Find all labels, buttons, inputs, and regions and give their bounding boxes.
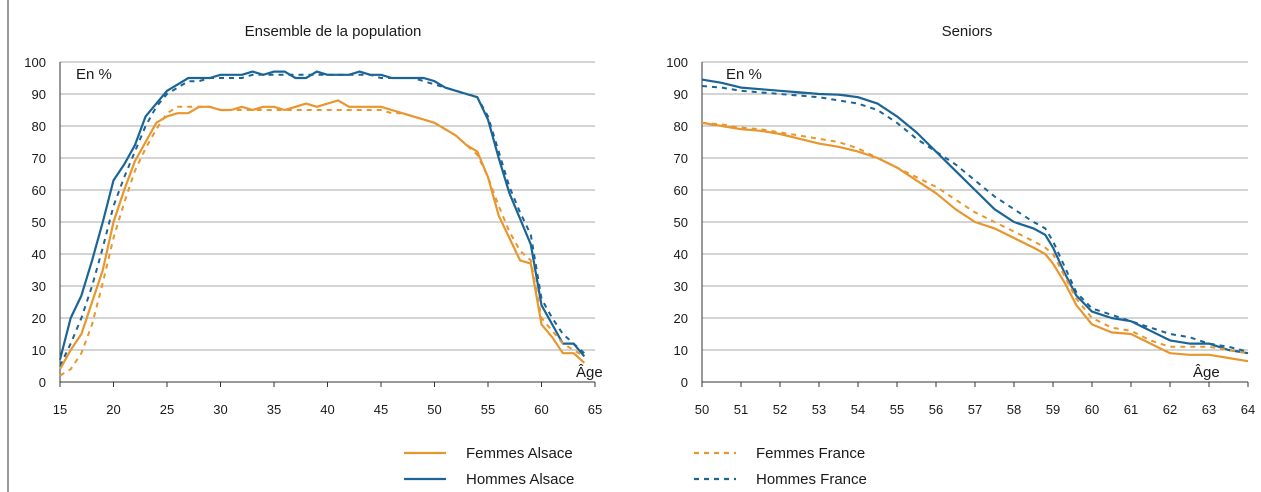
x-tick-label-54: 54 — [851, 402, 865, 417]
chart-title: Ensemble de la population — [245, 23, 422, 40]
y-tick-label-90: 90 — [674, 87, 688, 102]
y-tick-label-30: 30 — [32, 279, 46, 294]
y-tick-label-70: 70 — [32, 151, 46, 166]
series-line-femmes-france — [701, 121, 1249, 355]
x-tick-label-62: 62 — [1163, 402, 1177, 417]
y-tick-label-20: 20 — [674, 311, 688, 326]
y-axis-label: En % — [76, 66, 112, 83]
panel-seniors: Seniors 0 10 20 30 40 50 60 70 80 90 100 50 51 52 53 54 5… — [666, 23, 1255, 417]
y-tick-label-60: 60 — [32, 183, 46, 198]
legend-label: Hommes France — [756, 471, 867, 488]
y-tick-label-10: 10 — [674, 343, 688, 358]
chart-title: Seniors — [942, 23, 993, 40]
series-line-femmes-alsace — [59, 99, 586, 370]
legend-item-femmes-alsace: Femmes Alsace — [404, 445, 573, 462]
series-line-hommes-alsace — [701, 78, 1249, 355]
y-tick-label-0: 0 — [681, 375, 688, 390]
x-tick-label-61: 61 — [1124, 402, 1138, 417]
x-tick-label-15: 15 — [53, 402, 67, 417]
panel-ensemble: Ensemble de la population 0 10 20 30 40 50 60 70… — [24, 23, 602, 417]
y-tick-label-100: 100 — [24, 55, 46, 70]
y-tick-label-0: 0 — [39, 375, 46, 390]
legend-label: Hommes Alsace — [466, 471, 574, 488]
series-line-hommes-alsace — [58, 70, 586, 360]
x-tick-label-56: 56 — [929, 402, 943, 417]
y-tick-label-80: 80 — [32, 119, 46, 134]
series-line-hommes-france — [59, 73, 585, 367]
y-tick-label-90: 90 — [32, 87, 46, 102]
y-axis-label: En % — [726, 66, 762, 83]
y-tick-label-30: 30 — [674, 279, 688, 294]
y-tick-label-50: 50 — [674, 215, 688, 230]
x-tick-label-65: 65 — [588, 402, 602, 417]
x-tick-label-53: 53 — [812, 402, 826, 417]
x-tick-label-55: 55 — [481, 402, 495, 417]
x-tick-label-30: 30 — [213, 402, 227, 417]
y-tick-label-20: 20 — [32, 311, 46, 326]
x-tick-label-64: 64 — [1241, 402, 1255, 417]
legend: Femmes Alsace Femmes France Hommes Alsace H… — [404, 445, 867, 488]
x-tick-label-45: 45 — [374, 402, 388, 417]
y-tick-label-10: 10 — [32, 343, 46, 358]
legend-item-hommes-france: Hommes France — [694, 471, 867, 488]
x-tick-label-55: 55 — [890, 402, 904, 417]
x-tick-label-52: 52 — [773, 402, 787, 417]
x-tick-label-40: 40 — [320, 402, 334, 417]
x-tick-label-63: 63 — [1202, 402, 1216, 417]
y-tick-label-50: 50 — [32, 215, 46, 230]
y-tick-label-40: 40 — [674, 247, 688, 262]
legend-label: Femmes France — [756, 445, 865, 462]
x-tick-label-25: 25 — [160, 402, 174, 417]
y-tick-label-100: 100 — [666, 55, 688, 70]
legend-label: Femmes Alsace — [466, 445, 573, 462]
legend-item-femmes-france: Femmes France — [694, 445, 865, 462]
y-tick-label-70: 70 — [674, 151, 688, 166]
series-line-hommes-france — [701, 85, 1249, 353]
x-tick-label-58: 58 — [1007, 402, 1021, 417]
x-axis-label: Âge — [576, 364, 603, 381]
x-tick-label-50: 50 — [695, 402, 709, 417]
x-tick-label-20: 20 — [106, 402, 120, 417]
legend-item-hommes-alsace: Hommes Alsace — [404, 471, 574, 488]
x-tick-label-57: 57 — [968, 402, 982, 417]
x-tick-label-51: 51 — [734, 402, 748, 417]
series-line-femmes-alsace — [701, 121, 1249, 363]
x-tick-label-60: 60 — [534, 402, 548, 417]
y-tick-label-80: 80 — [674, 119, 688, 134]
x-axis-label: Âge — [1193, 364, 1220, 381]
x-tick-label-35: 35 — [267, 402, 281, 417]
y-tick-label-40: 40 — [32, 247, 46, 262]
y-tick-label-60: 60 — [674, 183, 688, 198]
series-line-femmes-france — [59, 105, 585, 377]
x-tick-label-50: 50 — [427, 402, 441, 417]
x-tick-label-60: 60 — [1085, 402, 1099, 417]
x-tick-label-59: 59 — [1046, 402, 1060, 417]
